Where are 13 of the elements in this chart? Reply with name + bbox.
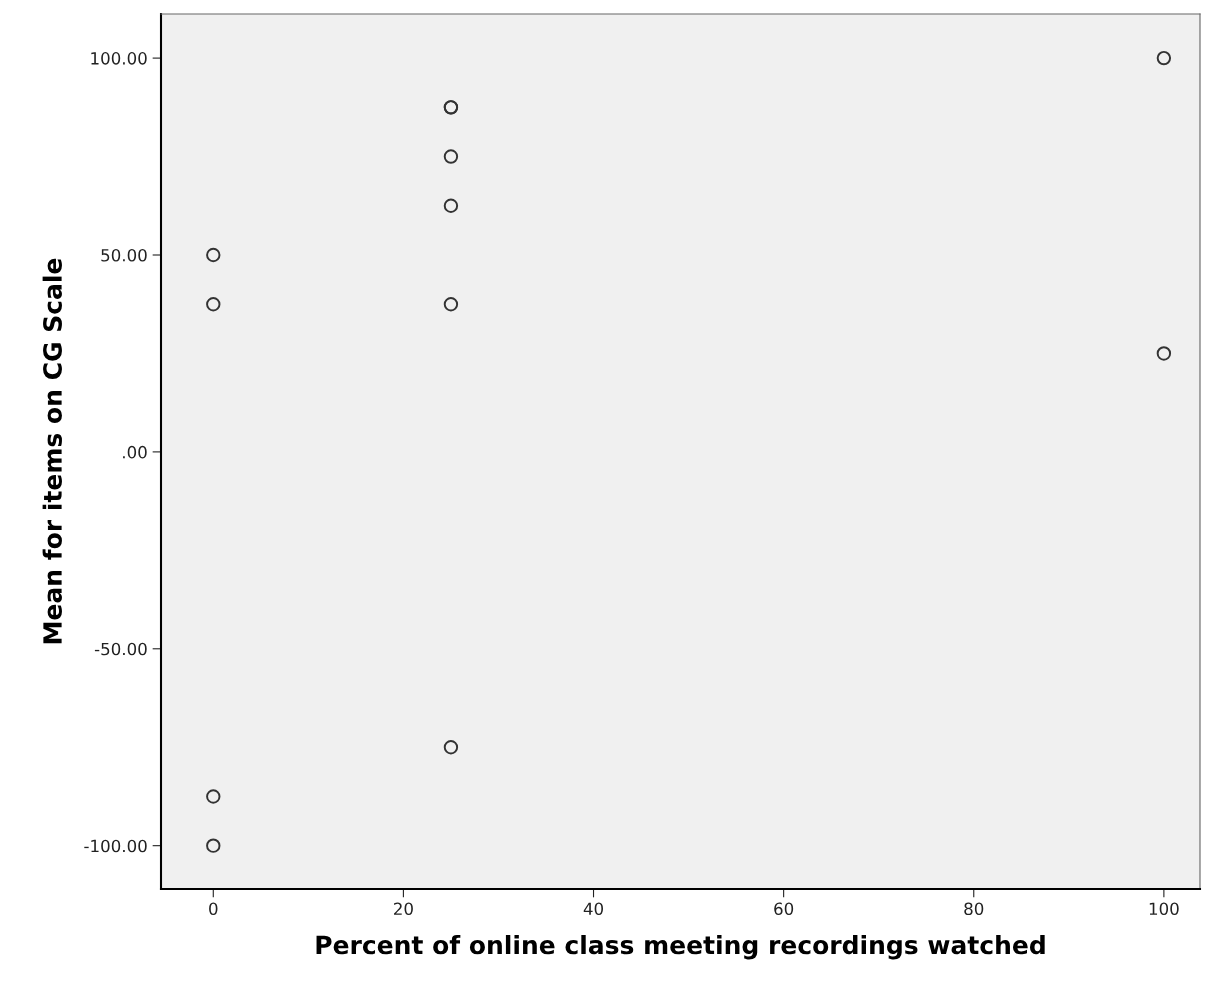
y-tick-label: -100.00 (84, 839, 147, 853)
x-tick-label: 80 (964, 902, 984, 916)
x-tick-label: 0 (209, 902, 218, 916)
y-tick-label: .00 (123, 445, 147, 459)
x-tick-label: 40 (583, 902, 604, 916)
x-axis-title: Percent of online class meeting recordings watched (316, 934, 1045, 960)
y-axis-title: Mean for items on CG Scale (42, 258, 62, 644)
x-tick-label: 20 (394, 902, 413, 916)
x-tick-label: 100 (1149, 902, 1179, 916)
y-tick-label: 100.00 (91, 52, 147, 65)
x-tick-label: 60 (774, 902, 794, 916)
y-tick-label: -50.00 (94, 642, 147, 656)
y-tick-label: 50.00 (101, 248, 147, 262)
